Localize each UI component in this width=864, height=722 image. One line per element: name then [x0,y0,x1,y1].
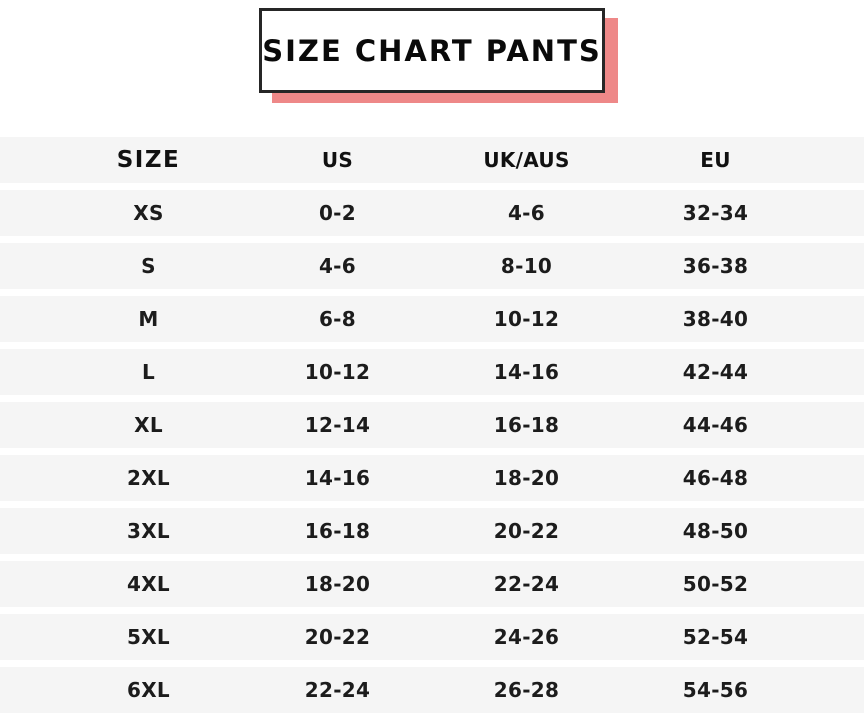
ukaus-cell: 20-22 [493,519,560,543]
ukaus-cell: 26-28 [493,678,560,702]
ukaus-cell: 22-24 [493,572,560,596]
us-cell: 16-18 [304,519,371,543]
us-cell: 14-16 [304,466,371,490]
size-cell: 5XL [127,625,170,649]
table-row: XL 12-14 16-18 44-46 [0,402,864,448]
eu-cell: 46-48 [682,466,749,490]
table-row: 3XL 16-18 20-22 48-50 [0,508,864,554]
page-title: SIZE CHART PANTS [262,33,602,68]
eu-cell: 48-50 [682,519,749,543]
size-cell: M [138,307,159,331]
eu-cell: 52-54 [682,625,749,649]
size-cell: 6XL [127,678,170,702]
table-header-row: SIZE US UK/AUS EU [0,137,864,183]
column-header-ukaus: UK/AUS [483,148,570,172]
table-row: S 4-6 8-10 36-38 [0,243,864,289]
us-cell: 22-24 [304,678,371,702]
ukaus-cell: 10-12 [493,307,560,331]
title-box: SIZE CHART PANTS [259,8,605,93]
column-header-size: SIZE [116,147,181,173]
eu-cell: 50-52 [682,572,749,596]
us-cell: 10-12 [304,360,371,384]
us-cell: 6-8 [318,307,357,331]
eu-cell: 38-40 [682,307,749,331]
us-cell: 18-20 [304,572,371,596]
size-cell: XL [134,413,163,437]
table-row: 2XL 14-16 18-20 46-48 [0,455,864,501]
table-row: 6XL 22-24 26-28 54-56 [0,667,864,713]
eu-cell: 54-56 [682,678,749,702]
table-row: L 10-12 14-16 42-44 [0,349,864,395]
ukaus-cell: 14-16 [493,360,560,384]
column-header-us: US [321,148,354,172]
size-cell: 4XL [127,572,170,596]
column-header-eu: EU [700,148,731,172]
title-banner: SIZE CHART PANTS [0,0,864,93]
table-row: 4XL 18-20 22-24 50-52 [0,561,864,607]
size-cell: S [141,254,156,278]
us-cell: 0-2 [318,201,357,225]
size-cell: XS [133,201,164,225]
table-body: XS 0-2 4-6 32-34 S 4-6 8-10 36-38 M 6-8 10-12 38-40… [0,190,864,713]
table-row: M 6-8 10-12 38-40 [0,296,864,342]
us-cell: 12-14 [304,413,371,437]
size-table: SIZE US UK/AUS EU XS 0-2 4-6 32-34 S 4-6 8-10 3… [0,137,864,713]
us-cell: 4-6 [318,254,357,278]
ukaus-cell: 4-6 [507,201,546,225]
size-cell: 3XL [127,519,170,543]
eu-cell: 32-34 [682,201,749,225]
eu-cell: 36-38 [682,254,749,278]
eu-cell: 42-44 [682,360,749,384]
eu-cell: 44-46 [682,413,749,437]
table-row: 5XL 20-22 24-26 52-54 [0,614,864,660]
table-row: XS 0-2 4-6 32-34 [0,190,864,236]
us-cell: 20-22 [304,625,371,649]
ukaus-cell: 18-20 [493,466,560,490]
size-cell: L [141,360,156,384]
ukaus-cell: 8-10 [500,254,553,278]
ukaus-cell: 24-26 [493,625,560,649]
ukaus-cell: 16-18 [493,413,560,437]
size-cell: 2XL [127,466,170,490]
